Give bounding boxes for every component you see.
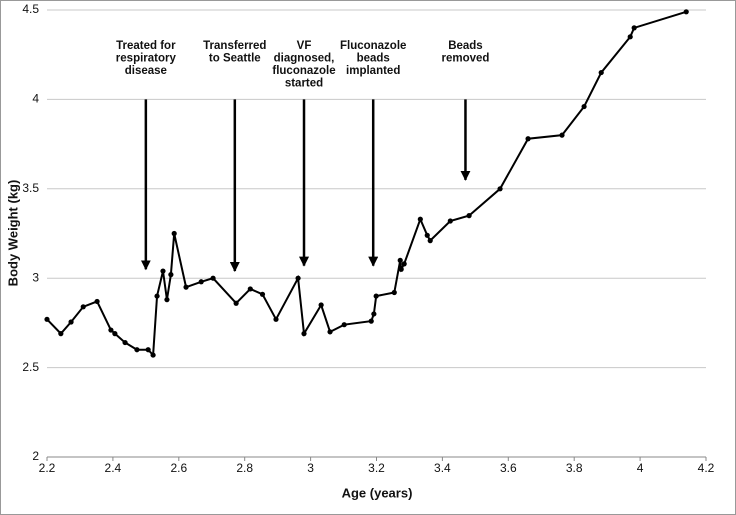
- data-point: [683, 9, 689, 15]
- data-point: [417, 216, 423, 222]
- data-point: [391, 289, 397, 296]
- data-point: [183, 284, 189, 290]
- data-point: [122, 339, 128, 346]
- data-point: [598, 69, 604, 76]
- data-point: [233, 300, 239, 306]
- data-point: [164, 297, 170, 303]
- x-tick-label: 2.2: [39, 461, 56, 475]
- data-point: [171, 230, 177, 237]
- data-point: [150, 352, 156, 358]
- data-point: [168, 272, 174, 278]
- data-point: [447, 218, 453, 224]
- data-point: [198, 279, 204, 285]
- y-axis-label: Body Weight (kg): [5, 180, 20, 287]
- x-tick-label: 3.8: [566, 461, 583, 475]
- annotation-text: Treated for: [116, 40, 176, 52]
- annotation-text: diagnosed,: [274, 53, 335, 65]
- data-point: [627, 34, 633, 40]
- data-point: [327, 329, 333, 335]
- annotation-text: fluconazole: [272, 65, 335, 77]
- data-point: [581, 103, 587, 110]
- x-tick-label: 2.4: [105, 461, 122, 475]
- x-tick-label: 4.2: [698, 461, 715, 475]
- data-point: [427, 238, 433, 244]
- annotation-text: to Seattle: [209, 53, 261, 65]
- data-point: [112, 331, 118, 337]
- data-point: [318, 302, 324, 308]
- data-point: [401, 261, 407, 267]
- annotation-text: implanted: [346, 65, 400, 77]
- data-point: [273, 316, 279, 322]
- data-point: [466, 213, 472, 219]
- annotation-text: started: [285, 78, 323, 90]
- data-point: [295, 275, 301, 281]
- y-tick-label: 4.5: [22, 2, 39, 16]
- y-tick-label: 2: [32, 449, 39, 463]
- annotation-text: respiratory: [116, 53, 177, 65]
- annotation-text: VF: [297, 40, 312, 52]
- x-tick-label: 2.8: [236, 461, 253, 475]
- x-axis-label: Age (years): [342, 485, 413, 500]
- data-point: [247, 286, 253, 292]
- y-tick-label: 3.5: [22, 181, 39, 195]
- data-point: [44, 316, 50, 322]
- data-point: [80, 304, 86, 310]
- data-point: [397, 257, 403, 263]
- x-tick-label: 3.2: [368, 461, 385, 475]
- data-point: [398, 266, 404, 272]
- data-point: [497, 186, 503, 192]
- data-point: [631, 25, 637, 31]
- annotation-text: removed: [441, 53, 489, 65]
- data-point: [373, 293, 379, 299]
- data-point: [559, 132, 565, 138]
- data-point: [160, 268, 166, 274]
- data-point: [371, 311, 377, 317]
- annotation-text: Fluconazole: [340, 40, 406, 52]
- x-tick-label: 3: [307, 461, 314, 475]
- y-tick-label: 2.5: [22, 360, 39, 374]
- data-point: [210, 275, 216, 281]
- y-tick-label: 3: [32, 270, 39, 284]
- annotation-text: Transferred: [203, 40, 266, 52]
- x-tick-label: 4: [637, 461, 644, 475]
- x-tick-label: 2.6: [170, 461, 187, 475]
- data-point: [341, 322, 347, 328]
- y-tick-label: 4: [32, 92, 39, 106]
- x-tick-label: 3.4: [434, 461, 451, 475]
- data-point: [259, 291, 266, 297]
- annotation-text: Beads: [448, 40, 483, 52]
- data-point: [301, 331, 307, 337]
- data-point: [94, 298, 100, 305]
- annotation-text: disease: [125, 65, 167, 77]
- data-point: [58, 331, 64, 337]
- data-point: [368, 318, 374, 324]
- data-point: [424, 232, 430, 238]
- data-point: [68, 319, 74, 325]
- x-tick-label: 3.6: [500, 461, 517, 475]
- data-point: [145, 347, 151, 353]
- data-point: [154, 293, 160, 299]
- annotation-text: beads: [357, 53, 390, 65]
- data-point: [108, 327, 114, 333]
- data-point: [134, 347, 140, 353]
- data-point: [525, 136, 531, 142]
